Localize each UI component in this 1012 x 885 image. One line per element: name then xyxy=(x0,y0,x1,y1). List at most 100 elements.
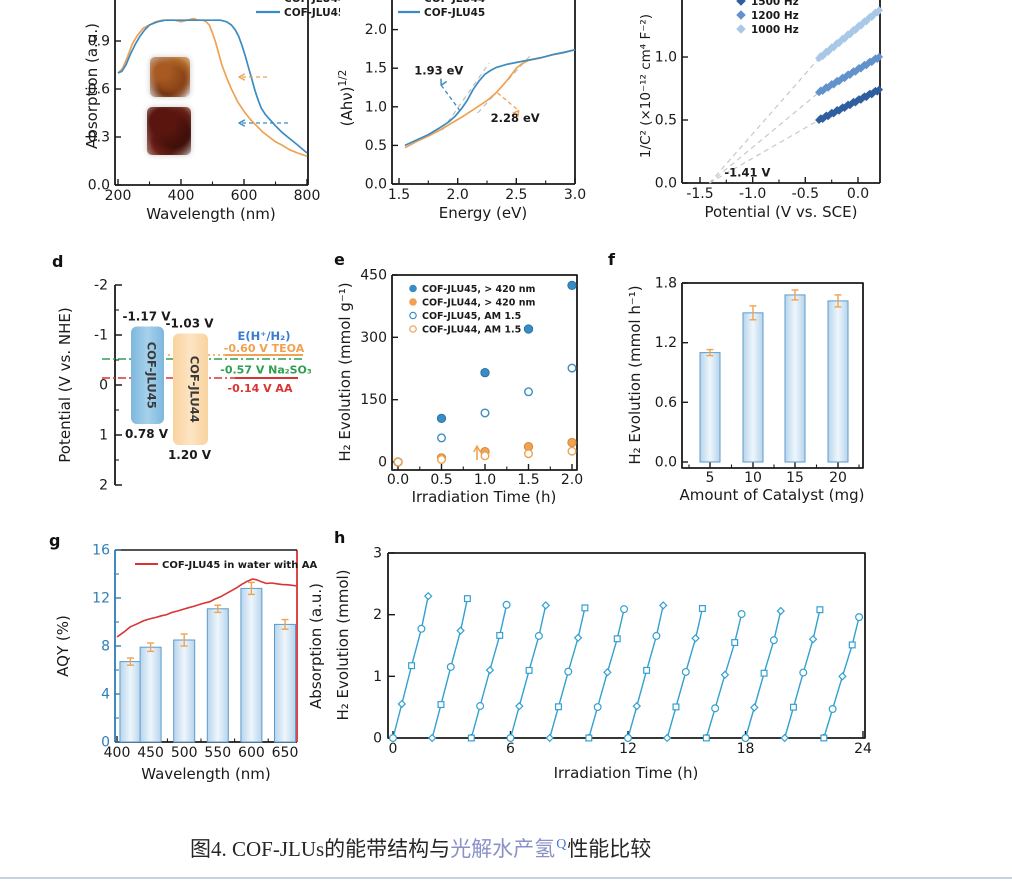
y-axis-label: (Ahν)1/2 xyxy=(337,70,356,127)
data-marker xyxy=(736,10,746,20)
data-marker xyxy=(506,734,515,743)
cycle-6 xyxy=(585,605,629,742)
data-marker xyxy=(564,667,573,676)
chart-text: H₂ Evolution (mmol h⁻¹) xyxy=(626,285,644,464)
chart-text: Potential (V vs. NHE) xyxy=(56,307,74,462)
cycle-3 xyxy=(467,600,511,742)
cycle-12 xyxy=(820,613,864,742)
chart-text: 600 xyxy=(238,745,265,761)
chart-text: 2 xyxy=(99,478,108,494)
chart-text: 1 xyxy=(373,669,382,685)
bar xyxy=(206,608,229,743)
chart-text: 0 xyxy=(389,741,398,757)
panel-label-f: f xyxy=(608,250,615,269)
error-bar xyxy=(247,581,255,596)
chart-text: 1.20 V xyxy=(168,448,212,462)
data-marker xyxy=(780,733,789,743)
data-marker xyxy=(534,631,543,640)
series-1000 Hz xyxy=(815,6,884,63)
chart-text: 1.0 xyxy=(655,50,677,66)
axes: 5 10 15 20 0.0 0.6 1.2 1.8 xyxy=(655,276,864,486)
data-marker xyxy=(397,699,407,709)
panel-label-e: e xyxy=(334,250,345,269)
data-marker xyxy=(436,455,446,465)
cycle-1 xyxy=(388,591,433,743)
chart-text: Wavelength (nm) xyxy=(141,765,271,783)
data-marker xyxy=(620,605,629,614)
search-link-icon[interactable]: Q xyxy=(556,837,567,852)
chart-text: 1.5 xyxy=(517,472,539,488)
error-bar xyxy=(126,657,134,666)
chart-text: Energy (eV) xyxy=(439,204,527,222)
chart-text: Amount of Catalyst (mg) xyxy=(679,486,864,504)
chart-text: -0.14 V AA xyxy=(228,382,293,395)
data-marker xyxy=(581,604,589,612)
data-marker xyxy=(554,703,562,711)
bar xyxy=(139,646,162,743)
chart-text: 0 xyxy=(101,735,110,751)
data-marker xyxy=(820,734,828,742)
data-marker xyxy=(496,631,504,639)
bar xyxy=(274,623,296,743)
chart-text: 0.0 xyxy=(387,472,409,488)
chart-text: 650 xyxy=(272,745,299,761)
caption-link[interactable]: 光解水产氢 xyxy=(450,837,556,861)
chart-text: 1 xyxy=(99,428,108,444)
band-COF-JLU44: COF-JLU44 -1.03 V 1.20 V xyxy=(165,317,214,463)
chart-text: 3.0 xyxy=(564,187,586,203)
data-marker xyxy=(393,457,403,467)
line xyxy=(391,274,578,471)
chart-text: 2.28 eV xyxy=(491,111,540,125)
data-marker xyxy=(409,298,417,306)
y-axis-label: Potential (V vs. NHE) xyxy=(56,307,74,462)
arrowhead xyxy=(512,109,520,118)
data-marker xyxy=(567,280,577,291)
legend: COF-JLU44 COF-JLU45 xyxy=(398,0,485,19)
chart-text: COF-JLU45 xyxy=(284,7,340,19)
chart-text: 0.0 xyxy=(365,177,387,193)
chart-text: 1.8 xyxy=(655,276,677,292)
axes: 200 400 600 800 0.0 0.3 0.6 0.9 1.2 xyxy=(88,0,320,204)
panel-label-h: h xyxy=(334,528,346,547)
data-marker xyxy=(480,451,490,461)
cycle-8 xyxy=(662,605,706,743)
data-marker xyxy=(838,672,847,681)
data-marker xyxy=(437,701,445,709)
data-marker xyxy=(643,666,651,674)
data-marker xyxy=(702,734,710,742)
chart-text: COF-JLU45 in water with AA xyxy=(162,560,318,571)
error-bar xyxy=(749,305,757,321)
cycle-10 xyxy=(741,606,785,743)
chart-text: 8 xyxy=(101,639,110,655)
x-axis-label: Potential (V vs. SCE) xyxy=(705,203,858,221)
y-axis-left-label: AQY (%) xyxy=(54,615,72,677)
data-marker xyxy=(456,626,465,635)
chart-text: 1000 Hz xyxy=(751,24,799,36)
extrapolation-1200 Hz xyxy=(709,91,820,184)
data-marker xyxy=(523,387,533,397)
chart-text: 0.3 xyxy=(88,130,110,146)
data-marker xyxy=(711,704,720,713)
bar xyxy=(119,661,142,743)
bar xyxy=(699,352,721,463)
data-marker xyxy=(741,734,750,743)
chart-text: 1.5 xyxy=(365,61,387,77)
x-axis-label: Amount of Catalyst (mg) xyxy=(679,486,864,504)
error-bar xyxy=(214,604,222,614)
chart-text: 2 xyxy=(373,607,382,623)
data-marker xyxy=(623,734,632,743)
y-axis-label: H₂ Evolution (mmol) xyxy=(334,569,352,720)
redox-levels: E(H⁺/H₂)-0.60 V TEOA -0.57 V Na₂SO₃ -0.14 … xyxy=(102,329,312,395)
bar xyxy=(827,300,849,463)
chart-text: COF-JLU44, > 420 nm xyxy=(422,298,535,309)
band-COF-JLU45: COF-JLU45 -1.17 V 0.78 V xyxy=(122,310,171,442)
x-axis-label: Wavelength (nm) xyxy=(146,205,276,223)
chart-text: COF-JLU45, AM 1.5 xyxy=(422,311,521,322)
data-marker xyxy=(446,662,455,671)
data-marker xyxy=(875,6,884,15)
x-axis-label: Wavelength (nm) xyxy=(141,765,271,783)
chart-text: 1500 Hz xyxy=(751,0,799,8)
data-marker xyxy=(424,591,433,601)
data-marker xyxy=(652,631,661,640)
